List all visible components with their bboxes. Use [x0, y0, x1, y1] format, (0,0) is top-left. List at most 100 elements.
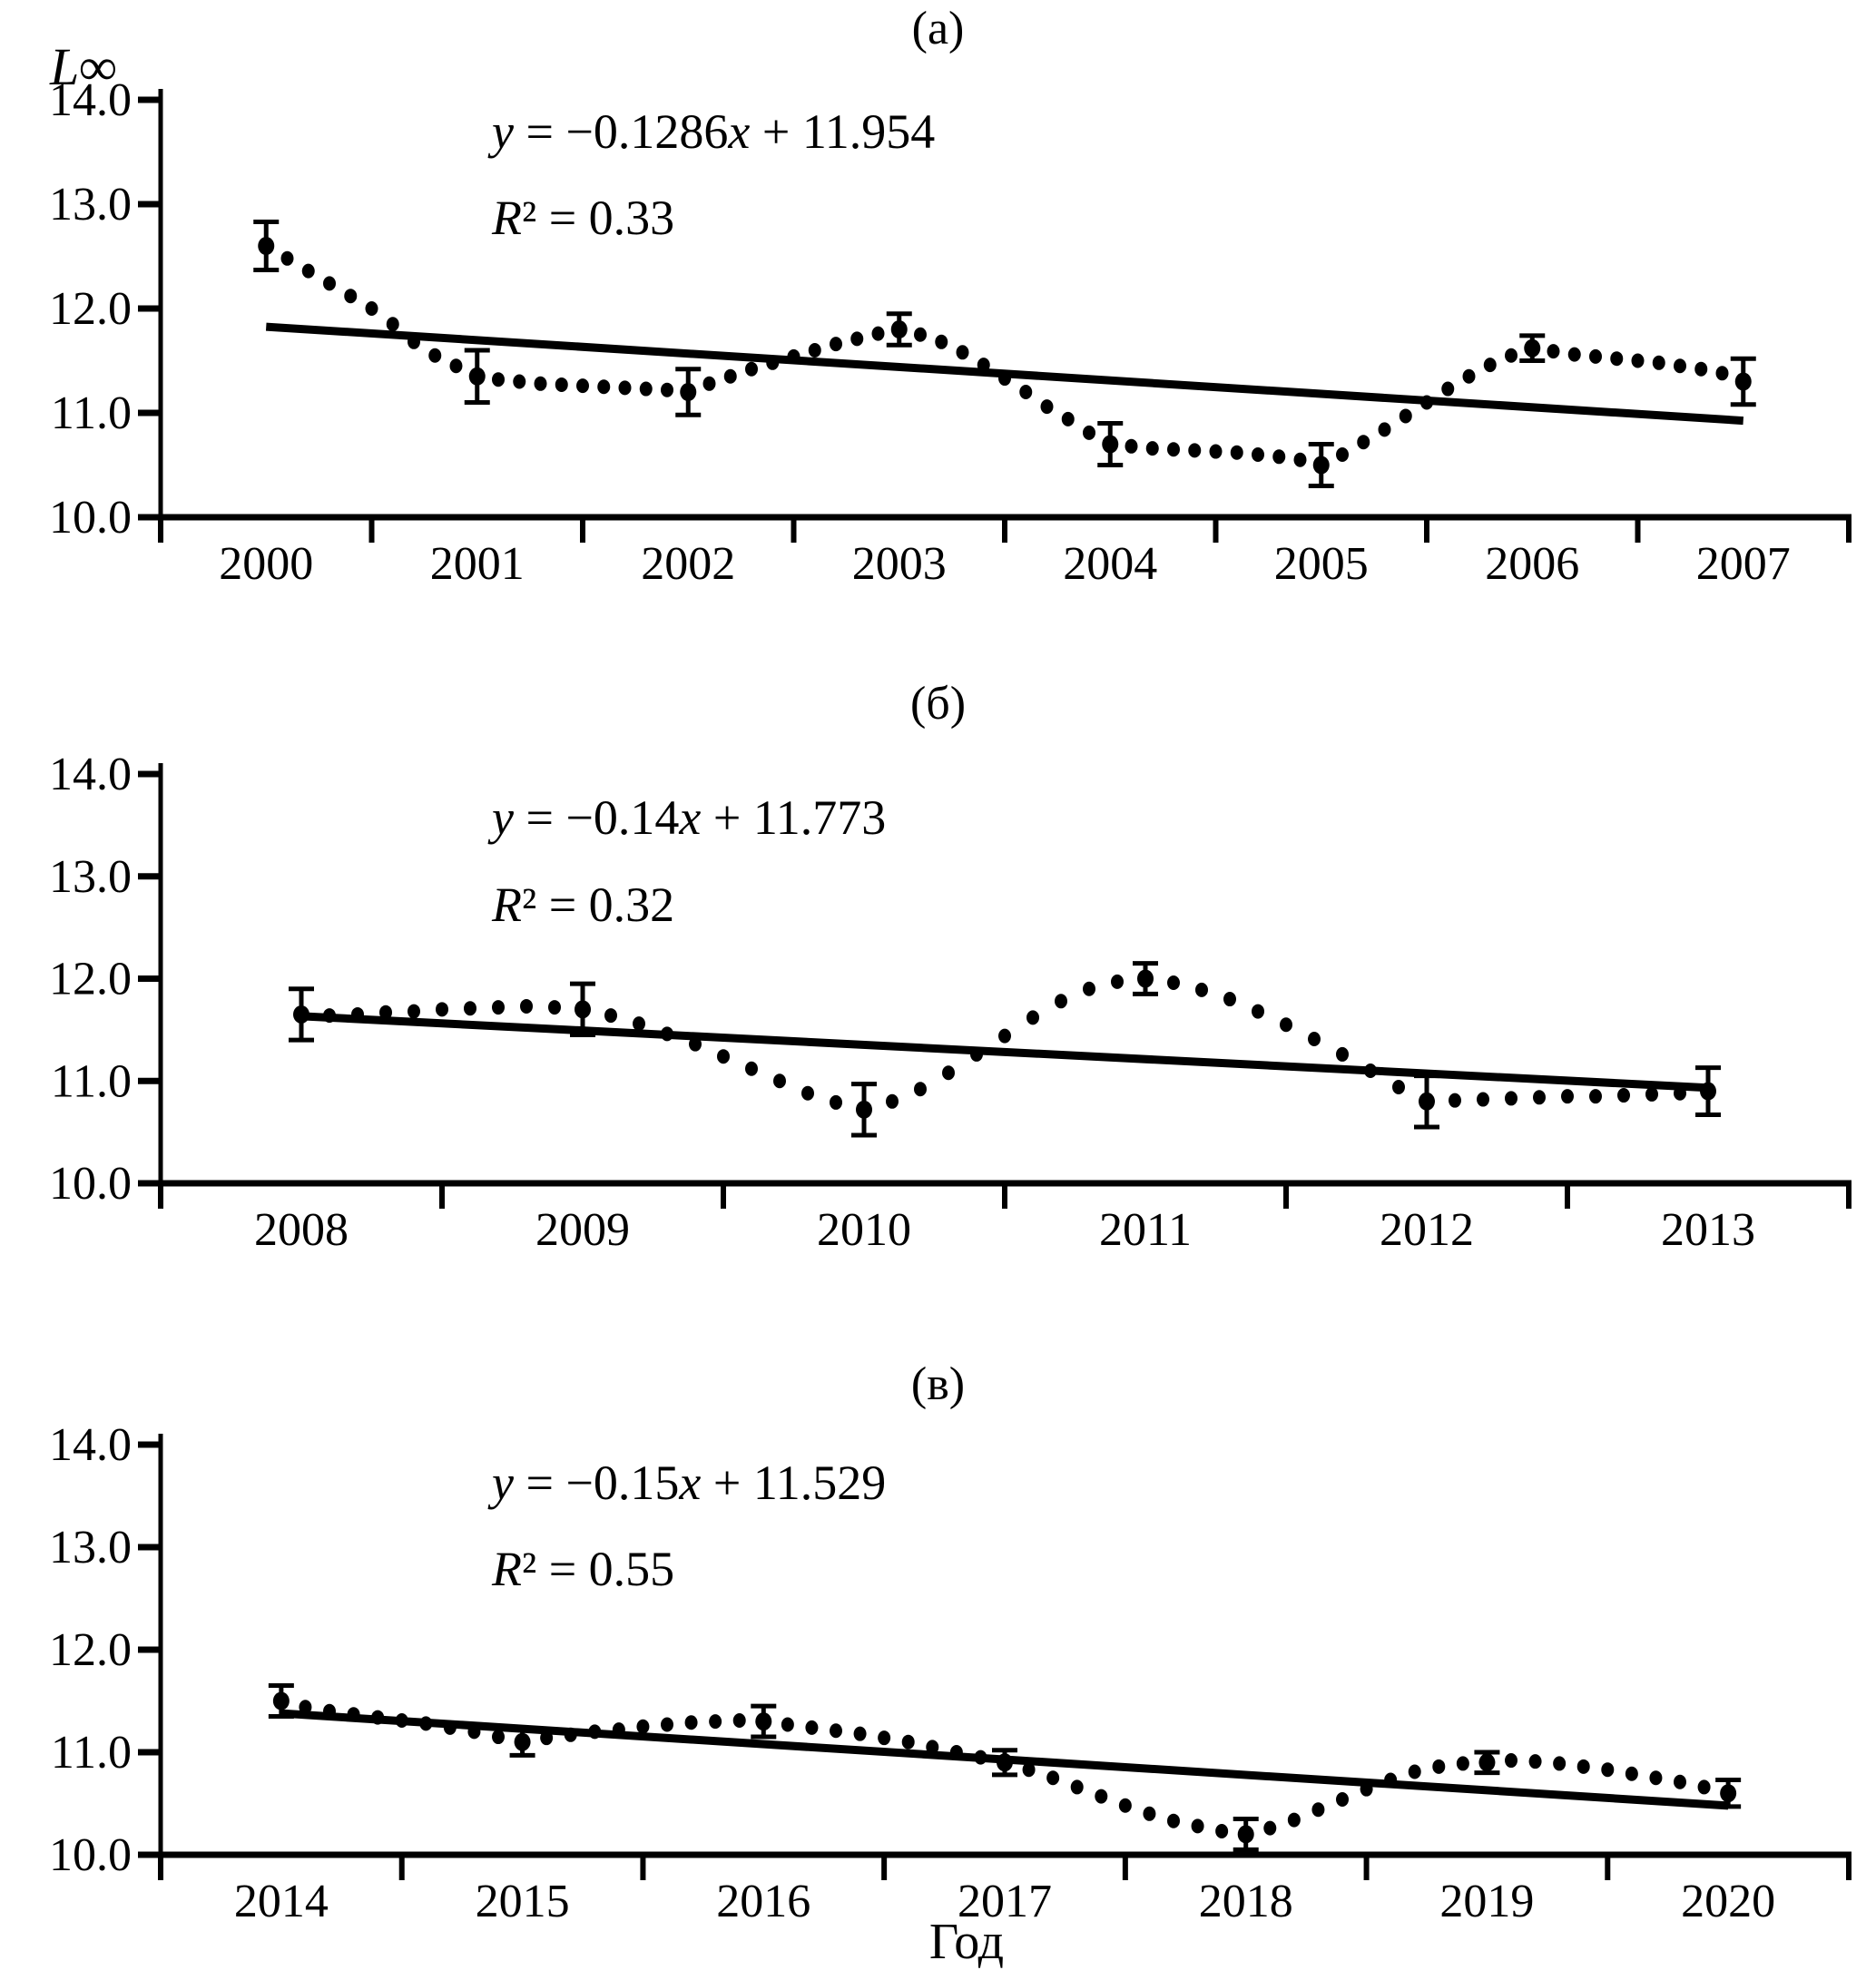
y-tick-label: 12.0 — [49, 1624, 132, 1676]
data-point — [344, 289, 358, 304]
data-point — [935, 334, 948, 349]
panel-a-title: (а) — [911, 3, 965, 54]
data-point — [977, 358, 990, 373]
y-tick-label: 14.0 — [49, 74, 132, 126]
panel-b-equation: y = −0.14x + 11.773 — [492, 790, 887, 845]
y-tick-label: 14.0 — [49, 1419, 132, 1471]
x-tick-label: 2004 — [1063, 538, 1157, 590]
data-point — [1293, 452, 1307, 467]
error-bar-point — [258, 237, 275, 255]
data-point — [520, 998, 533, 1014]
y-tick-label: 11.0 — [51, 1727, 132, 1779]
data-point — [371, 1710, 385, 1725]
data-point — [576, 378, 589, 394]
x-tick-label: 2007 — [1696, 538, 1791, 590]
data-point — [661, 382, 673, 397]
data-point — [395, 1712, 408, 1728]
panel-b-title: (б) — [909, 678, 967, 730]
data-point — [492, 1730, 505, 1745]
data-point — [604, 1008, 617, 1024]
data-point — [323, 1703, 336, 1719]
data-point — [1055, 994, 1067, 1009]
x-tick-label: 2012 — [1380, 1204, 1474, 1256]
data-point — [1715, 366, 1729, 381]
data-point — [1026, 1010, 1039, 1025]
data-point — [949, 1745, 963, 1759]
data-point — [974, 1750, 987, 1765]
y-tick-label: 13.0 — [49, 851, 132, 903]
x-tick-label: 2011 — [1099, 1204, 1192, 1256]
data-point — [1215, 1824, 1229, 1839]
panel-b-r-squared: R² = 0.32 — [492, 877, 675, 932]
y-tick-label: 11.0 — [51, 387, 132, 439]
data-point — [709, 1714, 722, 1730]
data-point — [1364, 1063, 1377, 1078]
y-tick-label: 12.0 — [49, 283, 132, 335]
data-point — [787, 348, 800, 364]
x-tick-label: 2005 — [1274, 538, 1369, 590]
error-bar-point — [1137, 969, 1154, 988]
error-bar-point — [1312, 456, 1330, 475]
data-point — [1420, 395, 1433, 410]
data-point — [351, 1006, 364, 1022]
data-point — [1505, 1753, 1517, 1769]
x-tick-label: 2008 — [254, 1204, 349, 1256]
x-tick-label: 2014 — [234, 1876, 329, 1927]
data-point — [1111, 974, 1124, 989]
data-point — [419, 1716, 433, 1731]
error-bar-point — [997, 1753, 1013, 1772]
data-point — [1167, 442, 1180, 457]
data-point — [436, 1002, 448, 1017]
x-tick-label: 2016 — [716, 1876, 810, 1927]
data-point — [548, 1000, 561, 1015]
data-point — [347, 1707, 360, 1722]
data-point — [633, 1016, 645, 1032]
data-point — [1095, 1789, 1108, 1804]
data-point — [1022, 1762, 1036, 1778]
data-point — [365, 301, 378, 316]
data-point — [1209, 444, 1223, 459]
data-point — [1547, 344, 1560, 359]
data-point — [464, 1001, 476, 1016]
data-point — [970, 1046, 983, 1062]
data-point — [1456, 1756, 1469, 1771]
data-point — [323, 276, 336, 291]
x-tick-label: 2001 — [430, 538, 525, 590]
data-point — [467, 1724, 481, 1740]
data-point — [1125, 438, 1138, 454]
data-point — [1308, 1032, 1321, 1047]
data-point — [1649, 1770, 1663, 1786]
data-point — [1230, 445, 1243, 460]
data-point — [1399, 408, 1412, 424]
data-point — [1674, 1774, 1686, 1789]
data-point — [323, 1008, 336, 1024]
data-point — [564, 1727, 577, 1742]
data-point — [449, 358, 463, 374]
data-point — [1191, 1818, 1204, 1834]
data-point — [443, 1720, 457, 1735]
data-point — [732, 1712, 746, 1728]
data-point — [1263, 1820, 1277, 1836]
data-point — [717, 1049, 730, 1064]
data-point — [689, 1036, 702, 1052]
data-point — [1449, 1093, 1461, 1108]
error-bar-point — [272, 1691, 290, 1710]
error-bar-point — [856, 1100, 872, 1119]
y-tick-label: 13.0 — [49, 1522, 132, 1573]
data-point — [1697, 1779, 1711, 1795]
data-point — [850, 331, 864, 347]
error-bar-point — [1700, 1082, 1716, 1101]
panel-v-r-squared: R² = 0.55 — [492, 1542, 675, 1596]
data-point — [1272, 449, 1286, 465]
data-point — [612, 1722, 625, 1738]
data-point — [853, 1726, 867, 1741]
data-point — [1652, 355, 1665, 370]
data-point — [781, 1717, 794, 1732]
data-point — [914, 1082, 927, 1097]
data-point — [301, 263, 315, 279]
data-point — [1483, 358, 1497, 373]
y-tick-label: 10.0 — [49, 1829, 132, 1881]
data-point — [1336, 1791, 1349, 1807]
data-point — [1645, 1086, 1658, 1102]
data-point — [1601, 1762, 1615, 1778]
